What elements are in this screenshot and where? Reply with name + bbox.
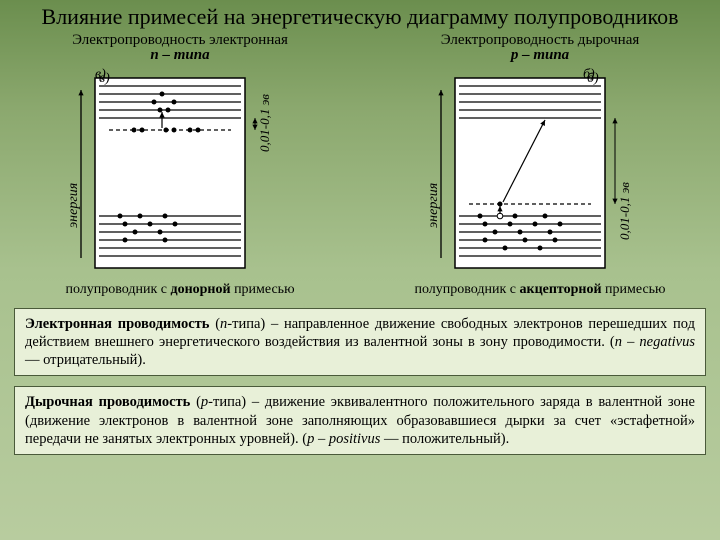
box1-tail-i: n – negativus bbox=[615, 334, 695, 350]
right-caption: полупроводник с акцепторной примесью bbox=[367, 282, 713, 298]
right-caption-post: примесью bbox=[602, 282, 666, 297]
left-type-suffix: – типа bbox=[159, 47, 210, 63]
box2-tail-mid: — положительный). bbox=[380, 431, 509, 447]
left-caption-post: примесью bbox=[231, 282, 295, 297]
right-band-diagram: б)энергия0,01-0,1 эвб) bbox=[425, 68, 655, 278]
left-band-diagram: в)энергия0,01-0,1 эвв) bbox=[65, 68, 295, 278]
right-type-suffix: – типа bbox=[518, 47, 569, 63]
right-caption-pre: полупроводник с bbox=[414, 282, 519, 297]
svg-text:в): в) bbox=[99, 71, 110, 86]
left-caption-pre: полупроводник с bbox=[65, 282, 170, 297]
definition-box-p: Дырочная проводимость (p-типа) – движени… bbox=[14, 386, 706, 454]
box1-paren-rest: -типа bbox=[227, 316, 260, 332]
box1-lead: Электронная проводимость bbox=[25, 316, 209, 332]
right-caption-bold: акцепторной bbox=[520, 282, 602, 297]
left-column: Электропроводность электронная n – типа … bbox=[7, 32, 353, 298]
svg-text:энергия: энергия bbox=[66, 183, 81, 228]
box2-lead: Дырочная проводимость bbox=[25, 394, 190, 410]
diagram-columns: Электропроводность электронная n – типа … bbox=[0, 32, 720, 298]
left-caption: полупроводник с донорной примесью bbox=[7, 282, 353, 298]
right-diagram: б)энергия0,01-0,1 эвб) bbox=[367, 68, 713, 278]
svg-text:0,01-0,1 эв: 0,01-0,1 эв bbox=[617, 182, 632, 240]
page-title: Влияние примесей на энергетическую диагр… bbox=[0, 0, 720, 30]
box2-paren-rest: -типа bbox=[208, 394, 241, 410]
box2-tail-i: p – positivus bbox=[307, 431, 380, 447]
box1-tail-mid: — отрицательный). bbox=[25, 352, 146, 368]
left-type: n – типа bbox=[7, 47, 353, 64]
svg-text:б): б) bbox=[587, 71, 599, 86]
svg-text:энергия: энергия bbox=[426, 183, 441, 228]
right-column: Электропроводность дырочная p – типа б)э… bbox=[367, 32, 713, 298]
svg-text:0,01-0,1 эв: 0,01-0,1 эв bbox=[257, 94, 272, 152]
definition-box-n: Электронная проводимость (n-типа) – напр… bbox=[14, 308, 706, 376]
right-type: p – типа bbox=[367, 47, 713, 64]
left-diagram: в)энергия0,01-0,1 эвв) bbox=[7, 68, 353, 278]
left-type-letter: n bbox=[150, 47, 158, 63]
left-caption-bold: донорной bbox=[170, 282, 230, 297]
